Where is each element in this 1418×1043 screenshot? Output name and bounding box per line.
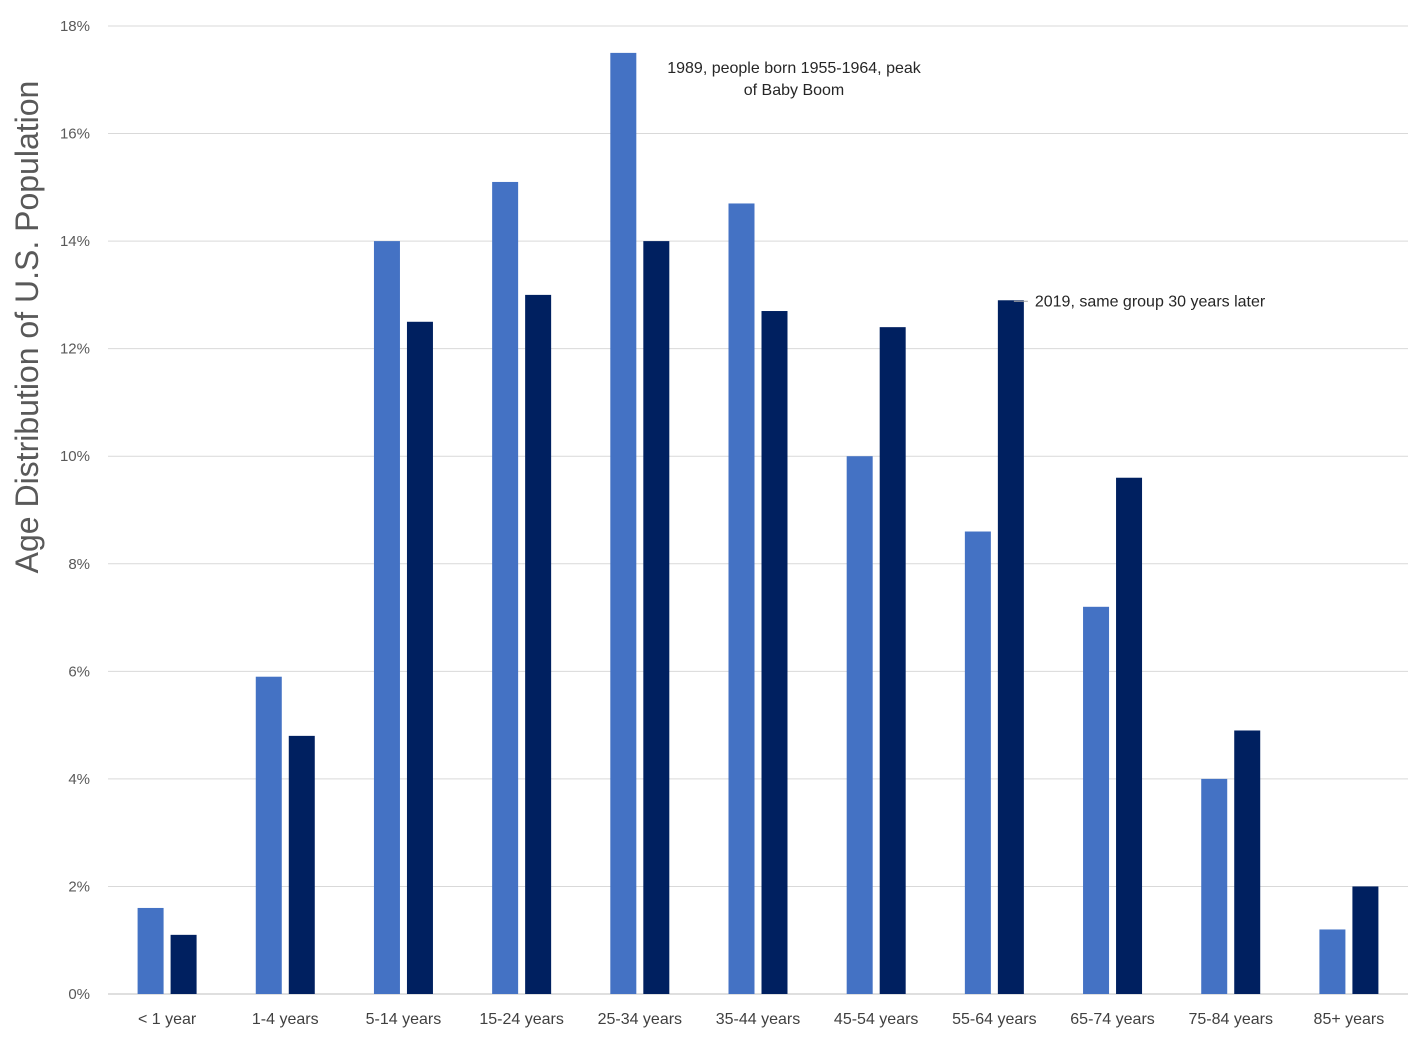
- bar-s2-5: [761, 311, 788, 994]
- x-tick-label: 55-64 years: [952, 1011, 1037, 1028]
- x-tick-label: 35-44 years: [716, 1011, 801, 1028]
- x-tick-label: 75-84 years: [1188, 1011, 1273, 1028]
- x-tick-label: 85+ years: [1314, 1011, 1385, 1028]
- x-tick-label: 5-14 years: [366, 1011, 442, 1028]
- bar-s2-7: [997, 300, 1024, 994]
- bar-s1-2: [373, 241, 400, 995]
- x-tick-label: 25-34 years: [598, 1011, 683, 1028]
- y-tick-label: 12%: [60, 341, 90, 358]
- y-axis-title: Age Distribution of U.S. Population: [9, 81, 45, 574]
- y-tick-label: 4%: [68, 771, 90, 788]
- x-tick-label: 65-74 years: [1070, 1011, 1155, 1028]
- x-tick-label: 15-24 years: [479, 1011, 564, 1028]
- bar-s2-2: [406, 321, 433, 994]
- gridlines: [108, 25, 1408, 995]
- x-tick-label: 45-54 years: [834, 1011, 919, 1028]
- bar-s1-0: [137, 907, 164, 994]
- y-tick-label: 2%: [68, 878, 90, 895]
- y-tick-label: 16%: [60, 126, 90, 143]
- bar-s1-7: [964, 531, 991, 994]
- bar-s2-9: [1234, 730, 1261, 994]
- bar-s2-3: [525, 294, 552, 994]
- bar-s2-1: [288, 735, 315, 994]
- bar-s1-6: [846, 456, 873, 994]
- annotation-text: 1989, people born 1955-1964, peak: [667, 60, 922, 77]
- bar-s1-4: [610, 52, 637, 994]
- bar-s1-8: [1083, 606, 1110, 994]
- annotation-text: 2019, same group 30 years later: [1035, 293, 1266, 310]
- bar-s2-4: [643, 241, 670, 995]
- y-tick-label: 6%: [68, 663, 90, 680]
- bar-s1-1: [255, 676, 282, 994]
- x-tick-label: < 1 year: [138, 1011, 197, 1028]
- bar-s2-8: [1116, 477, 1143, 994]
- bar-s1-3: [492, 181, 519, 994]
- bar-s2-0: [170, 934, 197, 994]
- bars: [137, 52, 1379, 995]
- y-tick-label: 8%: [68, 556, 90, 573]
- x-axis: < 1 year 1-4 years 5-14 years 15-24 years 25…: [138, 1011, 1384, 1028]
- bar-s1-5: [728, 203, 755, 994]
- bar-s1-9: [1201, 778, 1228, 994]
- bar-s2-6: [879, 327, 906, 995]
- annotation-text: of Baby Boom: [744, 82, 845, 99]
- bar-s2-10: [1352, 886, 1379, 994]
- bar-s1-10: [1319, 929, 1346, 994]
- y-tick-label: 14%: [60, 233, 90, 250]
- y-tick-label: 18%: [60, 18, 90, 35]
- y-axis: 0% 2% 4% 6% 8% 10% 12% 14% 16% 18%: [60, 18, 90, 1003]
- x-tick-label: 1-4 years: [252, 1011, 319, 1028]
- annotations: 1989, people born 1955-1964, peak of Baby…: [667, 60, 1266, 310]
- y-tick-label: 10%: [60, 448, 90, 465]
- y-tick-label: 0%: [68, 986, 90, 1003]
